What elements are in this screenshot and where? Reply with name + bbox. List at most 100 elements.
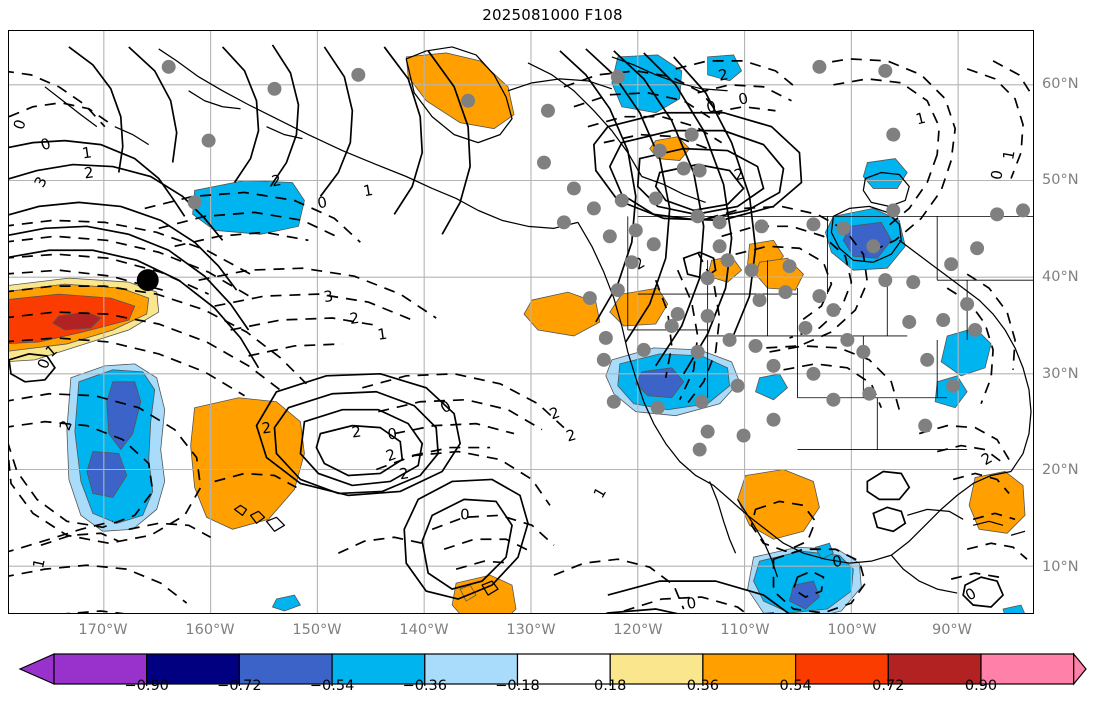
- cb-segment: [980, 653, 1075, 685]
- page-title: 2025081000 F108: [482, 6, 623, 24]
- lat-tick-label: 50°N: [1042, 172, 1079, 188]
- shade-positive: [523, 291, 601, 337]
- cb-segment: [702, 653, 797, 685]
- contour-labels: 0 0 1 2 3 2 0 1 3 2 1 2 2 0 0 2 0: [10, 65, 1019, 613]
- highlight-dot: [136, 269, 159, 292]
- svg-text:2: 2: [261, 418, 273, 437]
- shade-positive: [405, 52, 515, 130]
- shade-negative: [106, 381, 142, 451]
- svg-text:2: 2: [732, 165, 746, 185]
- cb-tick-label: 0.36: [686, 678, 720, 694]
- svg-text:0: 0: [437, 397, 454, 417]
- svg-text:3: 3: [31, 173, 51, 190]
- svg-text:2: 2: [717, 65, 730, 85]
- shade-negative: [192, 180, 305, 235]
- cb-segment: [53, 653, 148, 685]
- colorbar-svg: [18, 652, 1087, 686]
- cb-tick-label: 0.90: [964, 678, 998, 694]
- colorbar-ticks: [146, 684, 982, 686]
- shade-negative: [635, 367, 685, 399]
- svg-text:0: 0: [316, 193, 329, 212]
- svg-text:1: 1: [590, 484, 610, 501]
- svg-text:2: 2: [350, 422, 362, 441]
- shade-positive: [190, 397, 305, 530]
- cb-segment: [794, 653, 889, 685]
- cb-tick-label: −0.54: [309, 678, 355, 694]
- svg-text:1: 1: [914, 109, 928, 129]
- shade-positive: [737, 469, 820, 540]
- cb-segment: [516, 653, 611, 685]
- lon-tick-label: 100°W: [827, 622, 877, 638]
- cb-tick-label: 0.18: [594, 678, 627, 694]
- svg-text:0: 0: [460, 505, 470, 523]
- lon-tick-label: 110°W: [720, 622, 770, 638]
- cb-tick-label: 0.72: [872, 678, 905, 694]
- shade-negative: [814, 542, 834, 560]
- map-svg: 0 0 1 2 3 2 0 1 3 2 1 2 2 0 0 2 0: [9, 31, 1033, 613]
- lat-tick-label: 60°N: [1042, 76, 1079, 92]
- shade-negative: [86, 451, 128, 498]
- svg-text:0: 0: [839, 610, 852, 613]
- lat-tick-label: 10°N: [1042, 559, 1079, 575]
- svg-text:3: 3: [322, 287, 334, 306]
- colorbar[interactable]: −0.90 −0.72 −0.54 −0.36 −0.18 0.18 0.36 …: [0, 652, 1105, 710]
- coastlines: [44, 46, 1032, 596]
- svg-text:0: 0: [987, 169, 1006, 181]
- svg-text:1: 1: [999, 149, 1018, 161]
- svg-text:0: 0: [962, 584, 979, 604]
- cb-tick-label: 0.54: [779, 678, 812, 694]
- lon-tick-label: 170°W: [78, 622, 128, 638]
- cb-tick-label: −0.18: [495, 678, 540, 694]
- lat-tick-label: 30°N: [1042, 366, 1079, 382]
- colorbar-segments: [18, 652, 1087, 686]
- lon-tick-label: 150°W: [292, 622, 342, 638]
- lon-tick-label: 140°W: [399, 622, 449, 638]
- svg-text:1: 1: [81, 143, 93, 162]
- map-panel[interactable]: 0 0 1 2 3 2 0 1 3 2 1 2 2 0 0 2 0: [8, 30, 1034, 614]
- map-gridlines: [9, 31, 1033, 613]
- lon-tick-label: 130°W: [506, 622, 556, 638]
- svg-text:1: 1: [362, 181, 375, 200]
- svg-text:2: 2: [564, 426, 578, 446]
- shade-negative: [940, 327, 992, 377]
- svg-text:2: 2: [978, 449, 995, 469]
- svg-text:0: 0: [705, 97, 718, 117]
- svg-text:2: 2: [398, 464, 411, 483]
- svg-text:2: 2: [270, 171, 283, 190]
- cb-tick-label: −0.36: [402, 678, 448, 694]
- shade-negative: [271, 594, 302, 612]
- lon-tick-label: 120°W: [613, 622, 663, 638]
- lat-tick-label: 40°N: [1042, 269, 1079, 285]
- svg-text:2: 2: [83, 163, 95, 182]
- shaded-regions: [9, 52, 1026, 613]
- svg-text:2: 2: [547, 403, 562, 423]
- lon-tick-label: 160°W: [185, 622, 235, 638]
- cb-tick-label: −0.72: [217, 678, 262, 694]
- cb-segment: [146, 653, 240, 685]
- shade-negative: [789, 580, 820, 610]
- svg-text:0: 0: [737, 89, 750, 109]
- cb-segment: [331, 653, 426, 685]
- cb-segment: [609, 653, 704, 685]
- shade-positive: [451, 574, 517, 613]
- svg-text:2: 2: [348, 309, 360, 328]
- svg-text:1: 1: [376, 325, 388, 344]
- shade-positive: [609, 287, 669, 327]
- svg-text:0: 0: [10, 117, 30, 132]
- svg-text:0: 0: [386, 424, 398, 443]
- cb-extend-max: [1073, 652, 1087, 686]
- svg-text:2: 2: [383, 445, 398, 465]
- svg-text:0: 0: [685, 594, 698, 613]
- lat-tick-label: 20°N: [1042, 462, 1079, 478]
- cb-extend-min: [18, 653, 55, 685]
- shade-positive: [52, 311, 102, 331]
- cb-tick-label: −0.90: [124, 678, 169, 694]
- svg-text:0: 0: [831, 552, 844, 571]
- shade-negative: [755, 373, 788, 401]
- contours-positive: [9, 44, 1005, 613]
- cb-segment: [424, 653, 519, 685]
- station-dots: [161, 59, 1031, 457]
- shade-positive: [755, 257, 804, 291]
- svg-text:0: 0: [38, 134, 53, 154]
